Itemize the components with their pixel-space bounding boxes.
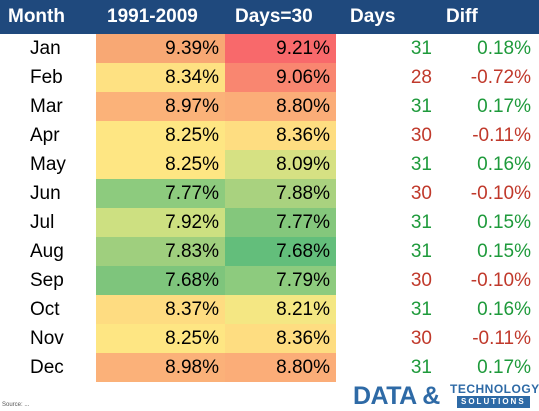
month-cell: Jun	[30, 183, 61, 204]
diff-cell: -0.11%	[472, 328, 531, 349]
table-row: Jul 7.92% 7.77% 31 0.15%	[0, 208, 539, 237]
table-row: Apr 8.25% 8.36% 30 -0.11%	[0, 121, 539, 150]
table-row: Sep 7.68% 7.79% 30 -0.10%	[0, 266, 539, 295]
days-cell: 30	[410, 328, 432, 349]
table-row: Dec 8.98% 8.80% 31 0.17%	[0, 353, 539, 382]
rate-days30-cell: 8.80%	[225, 92, 336, 121]
diff-cell: 0.16%	[477, 154, 531, 175]
days-cell: 30	[410, 183, 432, 204]
rate-days30-cell: 8.21%	[225, 295, 336, 324]
source-note: Source: ...	[2, 402, 30, 408]
days-cell: 31	[410, 96, 432, 117]
rate-days30-cell: 8.36%	[225, 324, 336, 353]
table-row: Feb 8.34% 9.06% 28 -0.72%	[0, 63, 539, 92]
table-header: Month 1991-2009 Days=30 Days Diff	[0, 0, 539, 34]
rate-1991-2009-cell: 8.25%	[96, 324, 225, 353]
diff-cell: 0.15%	[477, 212, 531, 233]
diff-cell: 0.18%	[477, 38, 531, 59]
diff-cell: 0.17%	[477, 357, 531, 378]
diff-cell: 0.17%	[477, 96, 531, 117]
header-month: Month	[8, 6, 65, 27]
month-cell: Apr	[30, 125, 60, 146]
rate-days30-cell: 7.68%	[225, 237, 336, 266]
days-cell: 31	[410, 38, 432, 59]
rate-days30-cell: 7.79%	[225, 266, 336, 295]
rate-days30-cell: 7.77%	[225, 208, 336, 237]
table-row: Aug 7.83% 7.68% 31 0.15%	[0, 237, 539, 266]
table-row: Oct 8.37% 8.21% 31 0.16%	[0, 295, 539, 324]
table-row: May 8.25% 8.09% 31 0.16%	[0, 150, 539, 179]
rate-1991-2009-cell: 9.39%	[96, 34, 225, 63]
month-cell: Aug	[30, 241, 64, 262]
logo-main-text: DATA &	[353, 382, 440, 410]
header-days30: Days=30	[235, 6, 313, 27]
month-cell: Nov	[30, 328, 64, 349]
month-cell: Sep	[30, 270, 64, 291]
rate-1991-2009-cell: 8.98%	[96, 353, 225, 382]
days-cell: 31	[410, 299, 432, 320]
days-cell: 28	[410, 67, 432, 88]
month-cell: Jan	[30, 38, 61, 59]
rate-1991-2009-cell: 8.34%	[96, 63, 225, 92]
diff-cell: -0.72%	[470, 67, 531, 88]
table-row: Mar 8.97% 8.80% 31 0.17%	[0, 92, 539, 121]
diff-cell: -0.10%	[470, 270, 531, 291]
days-cell: 31	[410, 212, 432, 233]
diff-cell: 0.15%	[477, 241, 531, 262]
rate-days30-cell: 7.88%	[225, 179, 336, 208]
header-diff: Diff	[446, 6, 478, 27]
rate-days30-cell: 8.09%	[225, 150, 336, 179]
rate-days30-cell: 8.80%	[225, 353, 336, 382]
diff-cell: -0.10%	[470, 183, 531, 204]
header-days: Days	[350, 6, 396, 27]
month-cell: Feb	[30, 67, 63, 88]
rate-1991-2009-cell: 8.25%	[96, 150, 225, 179]
rate-1991-2009-cell: 7.68%	[96, 266, 225, 295]
month-cell: May	[30, 154, 66, 175]
rate-days30-cell: 8.36%	[225, 121, 336, 150]
diff-cell: 0.16%	[477, 299, 531, 320]
rate-1991-2009-cell: 8.25%	[96, 121, 225, 150]
month-cell: Jul	[30, 212, 55, 233]
rate-1991-2009-cell: 7.83%	[96, 237, 225, 266]
table-row: Jan 9.39% 9.21% 31 0.18%	[0, 34, 539, 63]
rate-1991-2009-cell: 7.77%	[96, 179, 225, 208]
logo-tech-text: TECHNOLOGY	[450, 382, 539, 396]
table-row: Jun 7.77% 7.88% 30 -0.10%	[0, 179, 539, 208]
month-cell: Dec	[30, 357, 64, 378]
rate-1991-2009-cell: 8.37%	[96, 295, 225, 324]
table-row: Nov 8.25% 8.36% 30 -0.11%	[0, 324, 539, 353]
month-cell: Mar	[30, 96, 63, 117]
rate-days30-cell: 9.06%	[225, 63, 336, 92]
days-cell: 31	[410, 357, 432, 378]
header-1991-2009: 1991-2009	[107, 6, 198, 27]
days-cell: 31	[410, 241, 432, 262]
diff-cell: -0.11%	[472, 125, 531, 146]
rate-1991-2009-cell: 7.92%	[96, 208, 225, 237]
rate-1991-2009-cell: 8.97%	[96, 92, 225, 121]
days-cell: 30	[410, 270, 432, 291]
rate-days30-cell: 9.21%	[225, 34, 336, 63]
logo-solutions-text: SOLUTIONS	[457, 396, 530, 408]
days-cell: 30	[410, 125, 432, 146]
company-logo: DATA & TECHNOLOGY SOLUTIONS	[353, 380, 539, 411]
month-cell: Oct	[30, 299, 60, 320]
days-cell: 31	[410, 154, 432, 175]
